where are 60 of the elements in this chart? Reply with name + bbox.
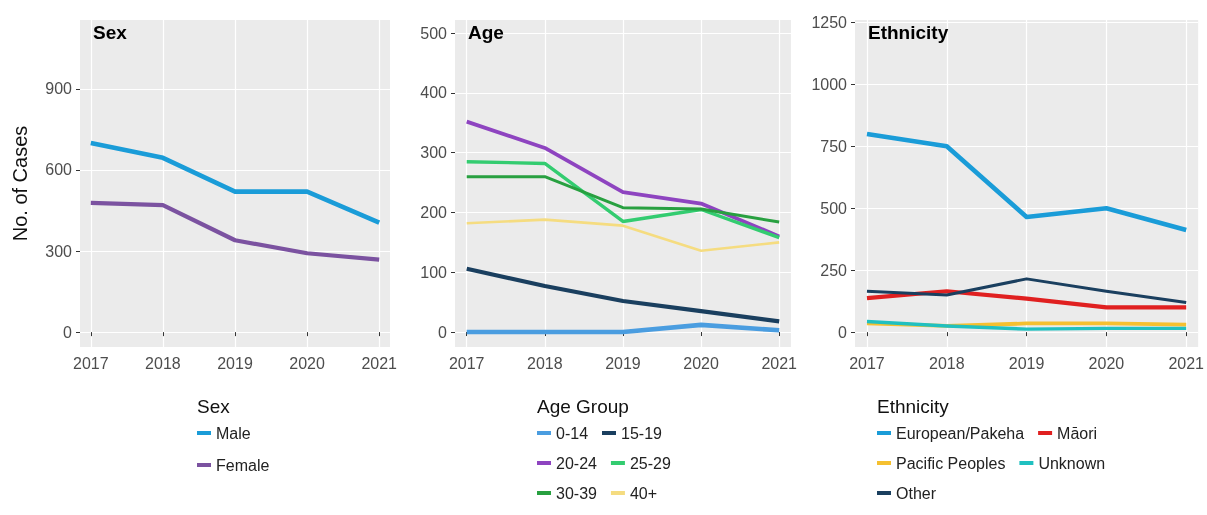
x-tick-label: 2018: [527, 354, 563, 372]
line-series: [88, 200, 382, 262]
line-series: [88, 140, 382, 225]
y-tick-label: 0: [438, 323, 448, 341]
legend-label: 40+: [629, 484, 658, 502]
legend-label: 30-39: [556, 484, 598, 502]
x-tick-label: 2017: [73, 354, 109, 372]
x-tick-label: 2018: [928, 354, 965, 372]
y-tick-label: 1250: [811, 13, 848, 31]
y-tick-label: 300: [420, 144, 448, 162]
legend-label: Female: [216, 456, 270, 474]
line-series: [864, 131, 1189, 233]
legend-label: 25-29: [629, 454, 671, 472]
y-tick-label: 0: [838, 323, 848, 341]
legend-label: European/Pakeha: [896, 424, 1025, 442]
line-series: [465, 218, 781, 253]
y-tick-label: 250: [820, 261, 848, 279]
x-tick-label: 2017: [849, 354, 885, 372]
legend-label: Unknown: [1038, 454, 1106, 472]
chart-title: Ethnicity: [868, 22, 949, 43]
x-tick-label: 2019: [217, 354, 253, 372]
x-tick-label: 2018: [145, 354, 181, 372]
y-tick-label: 900: [45, 80, 73, 98]
legend-title: Age Group: [537, 396, 629, 417]
line-series: [464, 266, 782, 324]
line-series: [465, 175, 781, 224]
y-tick-label: 600: [45, 161, 73, 179]
chart-title: Sex: [93, 22, 128, 43]
line-series: [865, 277, 1188, 304]
legend-title: Sex: [197, 396, 231, 417]
legend-label: Other: [896, 484, 937, 502]
line-series: [464, 119, 782, 239]
legend-label: 20-24: [556, 454, 598, 472]
y-tick-label: 400: [420, 84, 448, 102]
x-tick-label: 2021: [761, 354, 798, 372]
y-tick-label: 200: [420, 203, 448, 221]
y-tick-label: 750: [820, 137, 848, 155]
x-tick-label: 2020: [289, 354, 325, 372]
legend-label: 0-14: [556, 424, 589, 442]
y-axis-title: No. of Cases: [9, 125, 31, 242]
y-tick-label: 300: [45, 242, 73, 260]
x-tick-label: 2021: [361, 354, 398, 372]
x-tick-label: 2020: [683, 354, 719, 372]
legend-label: Male: [216, 424, 251, 442]
y-tick-label: 500: [820, 199, 848, 217]
x-tick-label: 2020: [1088, 354, 1125, 372]
y-tick-label: 500: [420, 24, 448, 42]
chart-title: Age: [468, 22, 504, 43]
x-tick-label: 2017: [448, 354, 485, 372]
legend-title: Ethnicity: [877, 396, 950, 417]
line-series: [465, 159, 781, 240]
x-tick-label: 2021: [1168, 354, 1205, 372]
legend-label: 15-19: [621, 424, 663, 442]
y-tick-label: 100: [420, 263, 448, 281]
legend-label: Pacific Peoples: [896, 454, 1006, 472]
y-tick-label: 1000: [811, 75, 848, 93]
y-tick-label: 0: [63, 323, 73, 341]
x-tick-label: 2019: [1008, 354, 1045, 372]
x-tick-label: 2019: [605, 354, 641, 372]
legend-label: Māori: [1057, 424, 1098, 442]
